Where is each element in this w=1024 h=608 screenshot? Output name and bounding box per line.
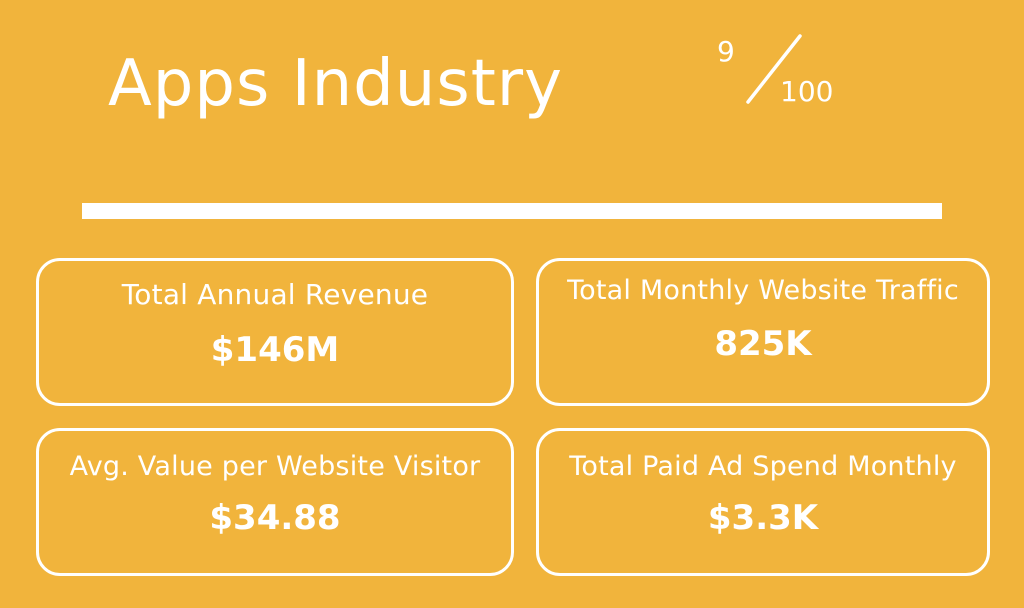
stat-card-value-per-visitor: Avg. Value per Website Visitor $34.88 (36, 428, 514, 576)
rank-total: 100 (780, 75, 834, 108)
stat-label: Total Monthly Website Traffic (567, 275, 959, 306)
stat-value: $3.3K (707, 498, 819, 538)
stat-card-annual-revenue: Total Annual Revenue $146M (36, 258, 514, 406)
stat-value: 825K (714, 324, 812, 364)
page-title: Apps Industry (108, 47, 563, 121)
stat-label: Total Annual Revenue (121, 278, 429, 311)
rank-indicator: 9 100 (712, 34, 852, 124)
stat-value: $146M (210, 330, 340, 370)
stat-card-paid-ad-spend: Total Paid Ad Spend Monthly $3.3K (536, 428, 990, 576)
rank-value: 9 (717, 35, 735, 68)
stat-label: Avg. Value per Website Visitor (69, 451, 481, 482)
header-divider (82, 203, 942, 219)
stat-label: Total Paid Ad Spend Monthly (569, 451, 957, 482)
stat-value: $34.88 (209, 498, 341, 538)
stat-card-monthly-traffic: Total Monthly Website Traffic 825K (536, 258, 990, 406)
fraction-slash-icon (746, 34, 802, 104)
